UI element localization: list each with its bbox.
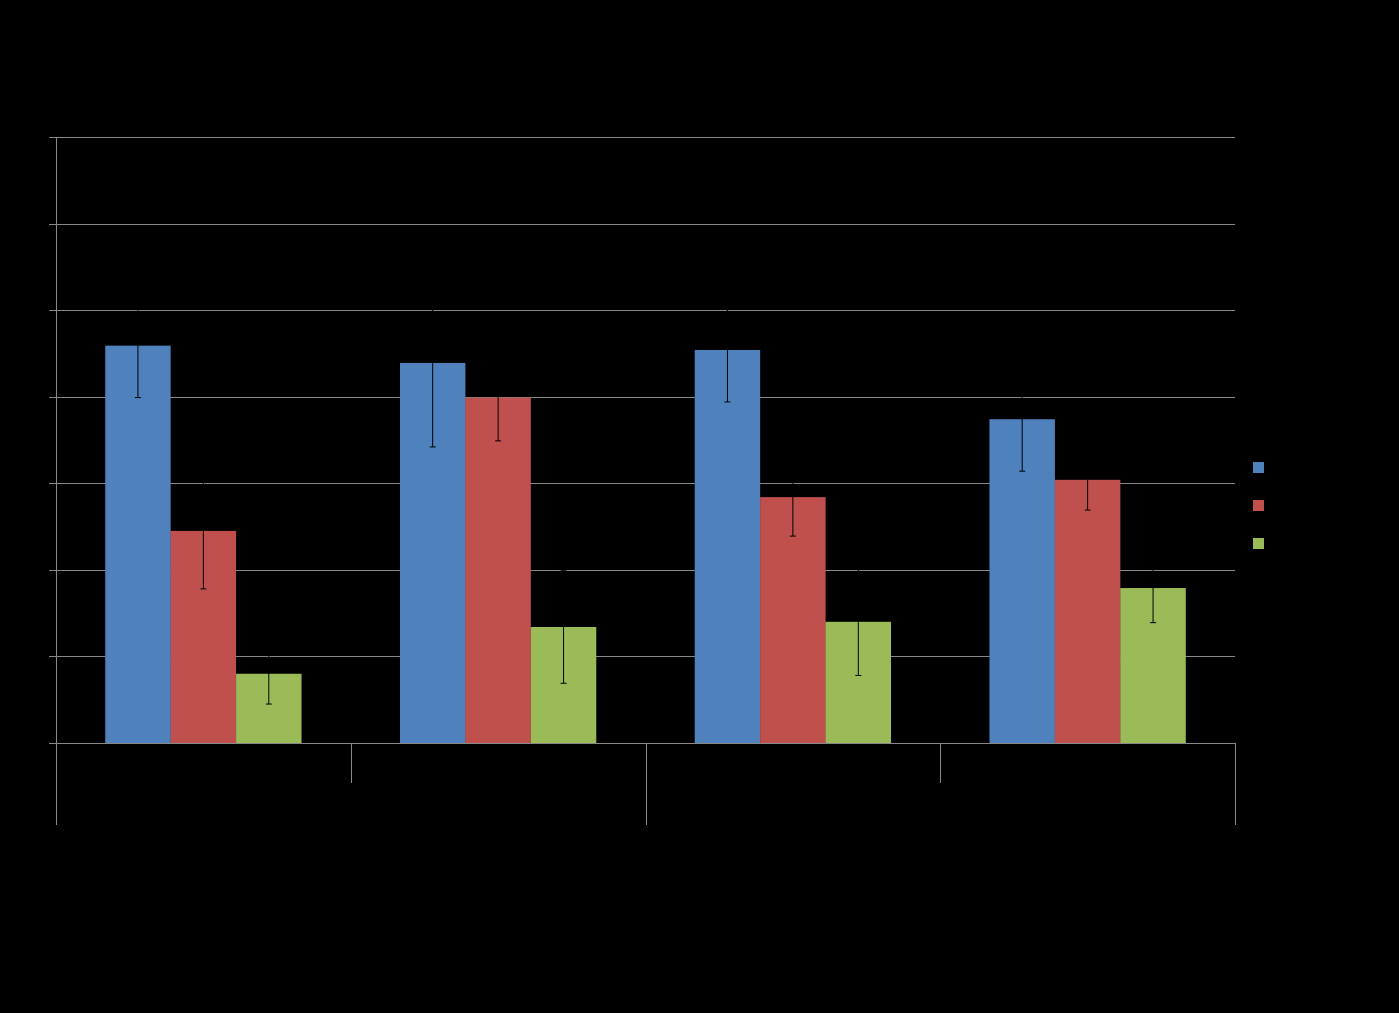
bar	[1054, 479, 1121, 743]
error-bar	[1084, 449, 1091, 511]
error-bar	[265, 642, 272, 705]
error-bar	[200, 472, 207, 590]
bar	[694, 349, 761, 743]
legend-swatch	[1253, 462, 1264, 473]
error-bar	[560, 570, 567, 684]
error-bar	[855, 567, 862, 676]
bar	[465, 397, 531, 743]
error-bar	[495, 353, 502, 442]
bar	[989, 419, 1055, 743]
bar	[760, 497, 826, 743]
error-bar	[134, 293, 141, 399]
bar	[105, 345, 171, 743]
error-bar	[429, 278, 436, 448]
error-bar	[1150, 552, 1157, 624]
legend-swatch	[1253, 538, 1264, 549]
legend-swatch	[1253, 500, 1264, 511]
error-bar	[1019, 366, 1026, 472]
error-bar	[724, 297, 731, 403]
error-bar	[789, 457, 796, 537]
x-axis-dividers	[56, 743, 1236, 825]
